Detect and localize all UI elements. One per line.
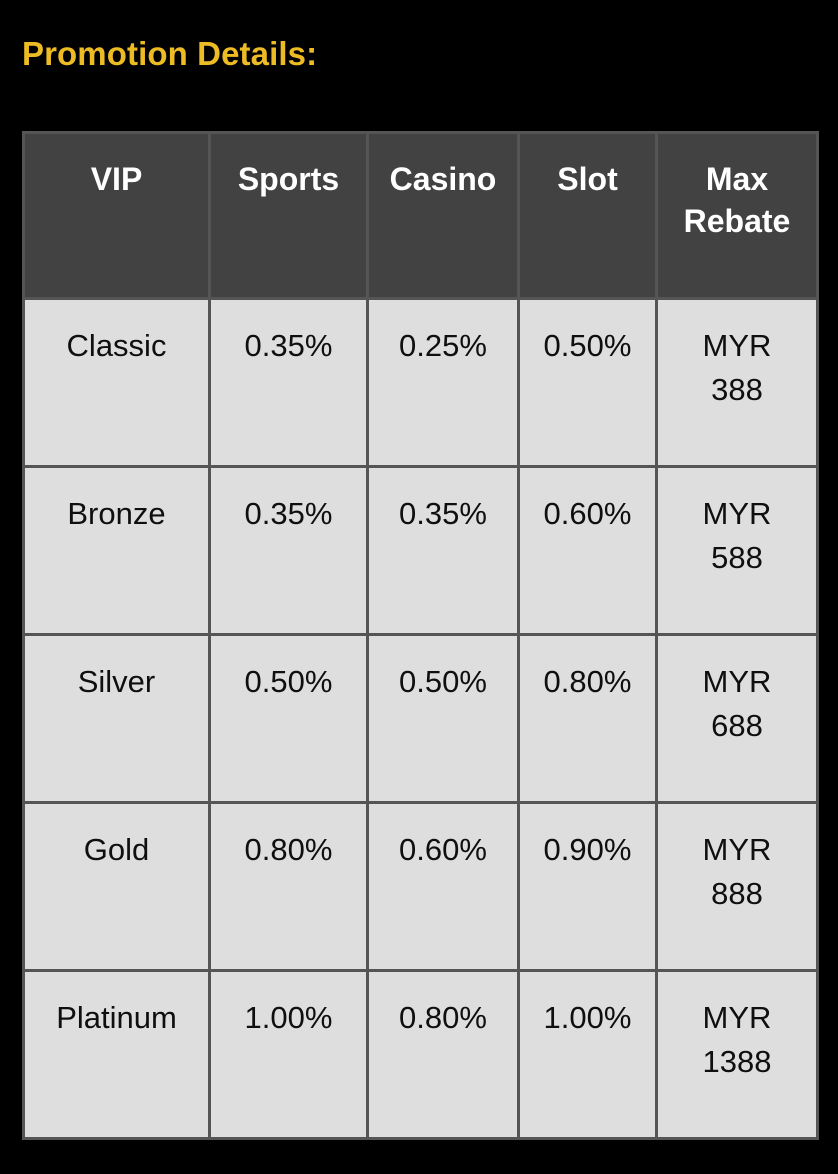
cell-sports: 0.35% xyxy=(208,297,369,468)
cell-max-rebate-currency: MYR xyxy=(702,832,772,867)
column-header-sports: Sports xyxy=(208,131,369,300)
cell-vip: Platinum xyxy=(22,969,211,1140)
cell-max-rebate: MYR 388 xyxy=(655,297,819,468)
column-header-slot: Slot xyxy=(517,131,658,300)
cell-sports-value: 0.80% xyxy=(244,832,333,867)
cell-max-rebate-amount: 888 xyxy=(711,876,763,911)
cell-sports-value: 0.35% xyxy=(244,496,333,531)
cell-vip-value: Bronze xyxy=(67,496,166,531)
cell-casino: 0.35% xyxy=(366,465,520,636)
column-header-max-rebate-line1: Max xyxy=(705,161,769,197)
cell-slot-value: 0.90% xyxy=(543,832,632,867)
column-header-casino: Casino xyxy=(366,131,520,300)
cell-slot: 0.90% xyxy=(517,801,658,972)
cell-max-rebate-currency: MYR xyxy=(702,1000,772,1035)
cell-sports: 0.35% xyxy=(208,465,369,636)
cell-max-rebate-amount: 388 xyxy=(711,372,763,407)
vip-rebate-table: VIP Sports Casino Slot Max Rebate xyxy=(22,131,819,1140)
cell-max-rebate-amount: 588 xyxy=(711,540,763,575)
cell-vip: Silver xyxy=(22,633,211,804)
cell-max-rebate: MYR 888 xyxy=(655,801,819,972)
column-header-casino-label: Casino xyxy=(389,161,497,197)
cell-max-rebate: MYR 588 xyxy=(655,465,819,636)
table-row: Silver 0.50% 0.50% 0.80% MYR 688 xyxy=(22,633,819,804)
cell-vip-value: Platinum xyxy=(56,1000,177,1035)
table-header-row: VIP Sports Casino Slot Max Rebate xyxy=(22,131,819,300)
cell-sports-value: 1.00% xyxy=(244,1000,333,1035)
cell-casino-value: 0.80% xyxy=(399,1000,487,1035)
cell-casino-value: 0.50% xyxy=(399,664,487,699)
rebate-table-container: VIP Sports Casino Slot Max Rebate xyxy=(22,131,819,1140)
cell-slot-value: 0.80% xyxy=(543,664,632,699)
cell-sports: 0.80% xyxy=(208,801,369,972)
cell-sports-value: 0.35% xyxy=(244,328,333,363)
page-title: Promotion Details: xyxy=(22,35,318,72)
cell-max-rebate-currency: MYR xyxy=(702,664,772,699)
cell-max-rebate-currency: MYR xyxy=(702,496,772,531)
cell-max-rebate-currency: MYR xyxy=(702,328,772,363)
cell-vip-value: Silver xyxy=(77,664,156,699)
cell-casino: 0.80% xyxy=(366,969,520,1140)
column-header-max-rebate: Max Rebate xyxy=(655,131,819,300)
cell-vip: Bronze xyxy=(22,465,211,636)
cell-casino-value: 0.35% xyxy=(399,496,487,531)
cell-casino-value: 0.25% xyxy=(399,328,487,363)
cell-casino: 0.50% xyxy=(366,633,520,804)
cell-max-rebate-amount: 688 xyxy=(711,708,763,743)
cell-slot: 1.00% xyxy=(517,969,658,1140)
column-header-vip: VIP xyxy=(22,131,211,300)
column-header-vip-label: VIP xyxy=(90,161,143,197)
table-row: Platinum 1.00% 0.80% 1.00% MYR 1388 xyxy=(22,969,819,1140)
cell-slot: 0.60% xyxy=(517,465,658,636)
cell-sports: 0.50% xyxy=(208,633,369,804)
cell-vip: Gold xyxy=(22,801,211,972)
cell-casino: 0.25% xyxy=(366,297,520,468)
cell-vip-value: Gold xyxy=(83,832,150,867)
table-row: Classic 0.35% 0.25% 0.50% MYR 388 xyxy=(22,297,819,468)
cell-vip: Classic xyxy=(22,297,211,468)
cell-sports: 1.00% xyxy=(208,969,369,1140)
cell-sports-value: 0.50% xyxy=(244,664,333,699)
cell-casino: 0.60% xyxy=(366,801,520,972)
table-row: Gold 0.80% 0.60% 0.90% MYR 888 xyxy=(22,801,819,972)
table-row: Bronze 0.35% 0.35% 0.60% MYR 588 xyxy=(22,465,819,636)
cell-casino-value: 0.60% xyxy=(399,832,487,867)
cell-slot: 0.80% xyxy=(517,633,658,804)
cell-vip-value: Classic xyxy=(66,328,167,363)
column-header-max-rebate-line2: Rebate xyxy=(683,203,791,239)
cell-max-rebate: MYR 688 xyxy=(655,633,819,804)
cell-slot-value: 0.60% xyxy=(543,496,632,531)
column-header-slot-label: Slot xyxy=(557,161,618,197)
cell-max-rebate-amount: 1388 xyxy=(702,1044,772,1079)
cell-max-rebate: MYR 1388 xyxy=(655,969,819,1140)
cell-slot: 0.50% xyxy=(517,297,658,468)
column-header-sports-label: Sports xyxy=(237,161,340,197)
cell-slot-value: 1.00% xyxy=(543,1000,632,1035)
cell-slot-value: 0.50% xyxy=(543,328,632,363)
